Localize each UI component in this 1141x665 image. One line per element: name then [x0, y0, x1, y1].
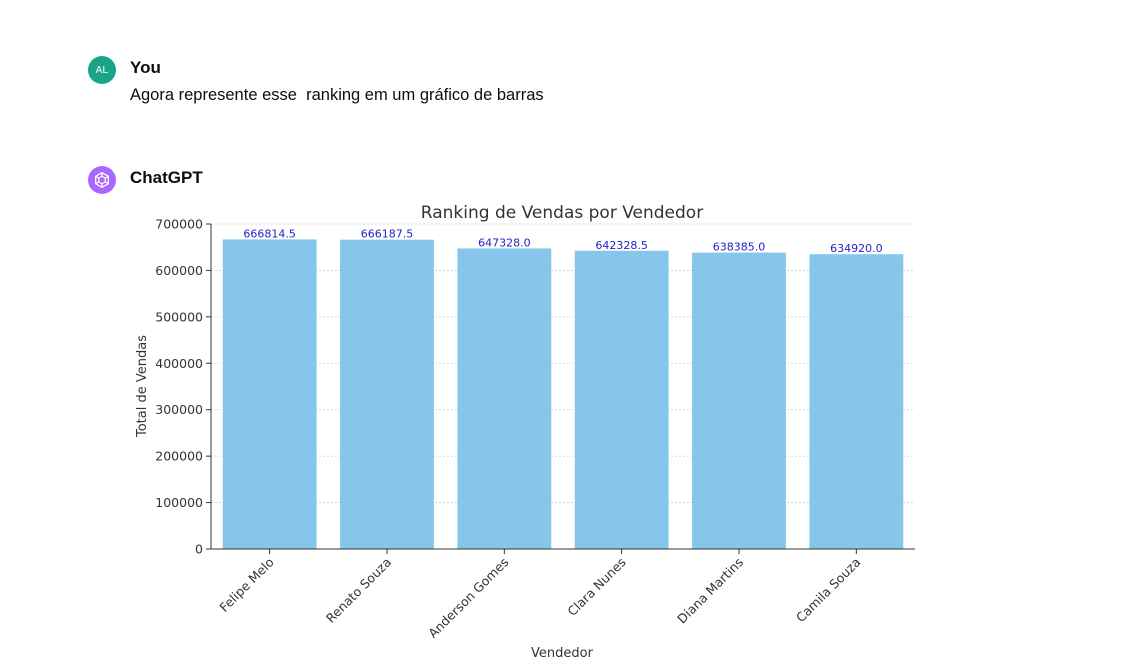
y-tick-label: 400000: [155, 356, 203, 371]
bar: [574, 250, 669, 549]
x-axis-label: Vendedor: [531, 646, 594, 661]
user-author-name: You: [130, 58, 161, 77]
x-tick-label: Felipe Melo: [216, 555, 276, 615]
bar: [222, 239, 317, 549]
x-tick-label: Renato Souza: [323, 555, 394, 626]
y-tick-label: 600000: [155, 263, 203, 278]
user-message-text: Agora represente esse ranking em um gráf…: [130, 86, 544, 104]
bar: [457, 248, 552, 549]
openai-logo-icon: [95, 172, 109, 188]
bar: [692, 252, 786, 549]
user-avatar-initials: AL: [95, 64, 109, 76]
bar-value-label: 638385.0: [713, 241, 766, 254]
y-tick-label: 700000: [155, 217, 203, 232]
x-tick-label: Diana Martins: [674, 555, 746, 627]
x-tick-label: Clara Nunes: [564, 555, 628, 619]
sales-bar-chart: Ranking de Vendas por Vendedor 666814.5 6…: [135, 203, 915, 661]
bar-value-label: 634920.0: [830, 242, 883, 255]
x-tick-label: Anderson Gomes: [425, 555, 511, 641]
assistant-avatar: [88, 166, 116, 194]
bar: [809, 254, 904, 550]
y-tick-label: 200000: [155, 449, 203, 464]
y-axis-label: Total de Vendas: [135, 335, 150, 438]
y-tick-label: 0: [195, 542, 203, 557]
bar-value-label: 647328.0: [478, 236, 531, 249]
bar-value-label: 666187.5: [361, 228, 414, 241]
y-tick-label: 500000: [155, 309, 203, 324]
assistant-author-name: ChatGPT: [130, 168, 203, 187]
y-tick-label: 300000: [155, 402, 203, 417]
bar: [340, 239, 434, 549]
y-tick-label: 100000: [155, 495, 203, 510]
chart-title: Ranking de Vendas por Vendedor: [421, 203, 703, 223]
user-avatar[interactable]: AL: [88, 56, 116, 84]
bar-value-label: 666814.5: [243, 227, 296, 240]
bar-value-label: 642328.5: [595, 239, 648, 252]
x-tick-label: Camila Souza: [793, 555, 864, 626]
